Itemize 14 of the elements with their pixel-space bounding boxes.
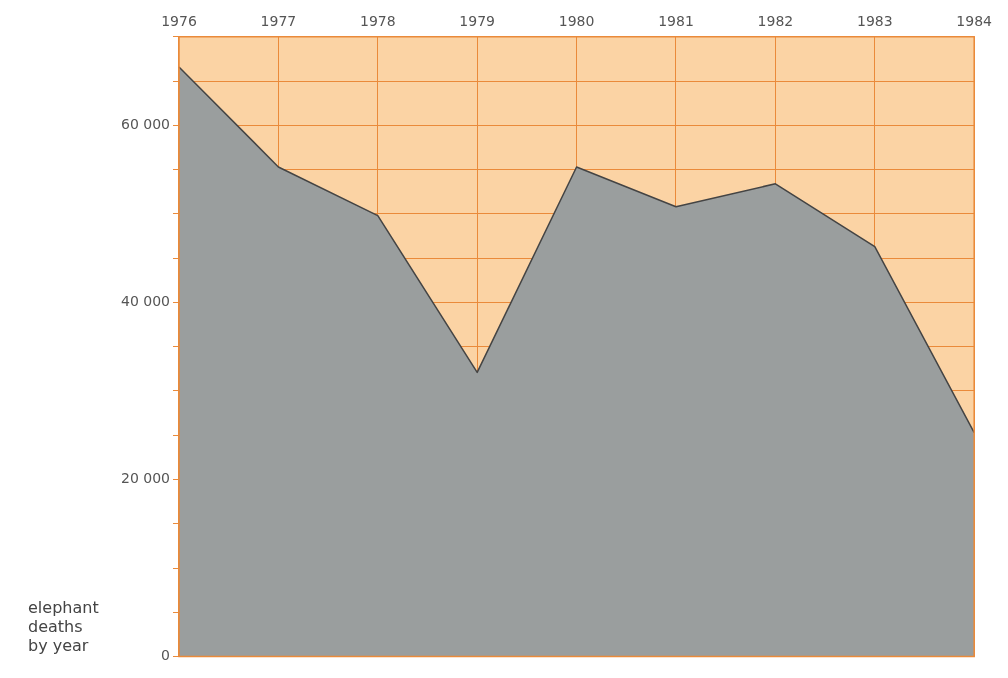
y-tick-label: 40 000 xyxy=(120,293,170,310)
y-tick-label: 0 xyxy=(161,647,170,664)
y-axis-title: elephant deaths by year xyxy=(28,598,100,655)
x-tick-label: 1976 xyxy=(161,13,197,30)
x-tick-label: 1978 xyxy=(359,13,396,30)
x-tick-label: 1980 xyxy=(558,13,595,30)
y-tick-label: 20 000 xyxy=(120,470,170,487)
x-tick-label: 1977 xyxy=(260,13,297,30)
y-tick-label: 60 000 xyxy=(120,115,170,132)
x-tick-label: 1984 xyxy=(956,13,993,30)
x-tick-label: 1981 xyxy=(658,13,694,30)
x-tick-label: 1983 xyxy=(856,13,893,30)
x-tick-label: 1979 xyxy=(459,13,496,30)
x-tick-label: 1982 xyxy=(757,13,794,30)
